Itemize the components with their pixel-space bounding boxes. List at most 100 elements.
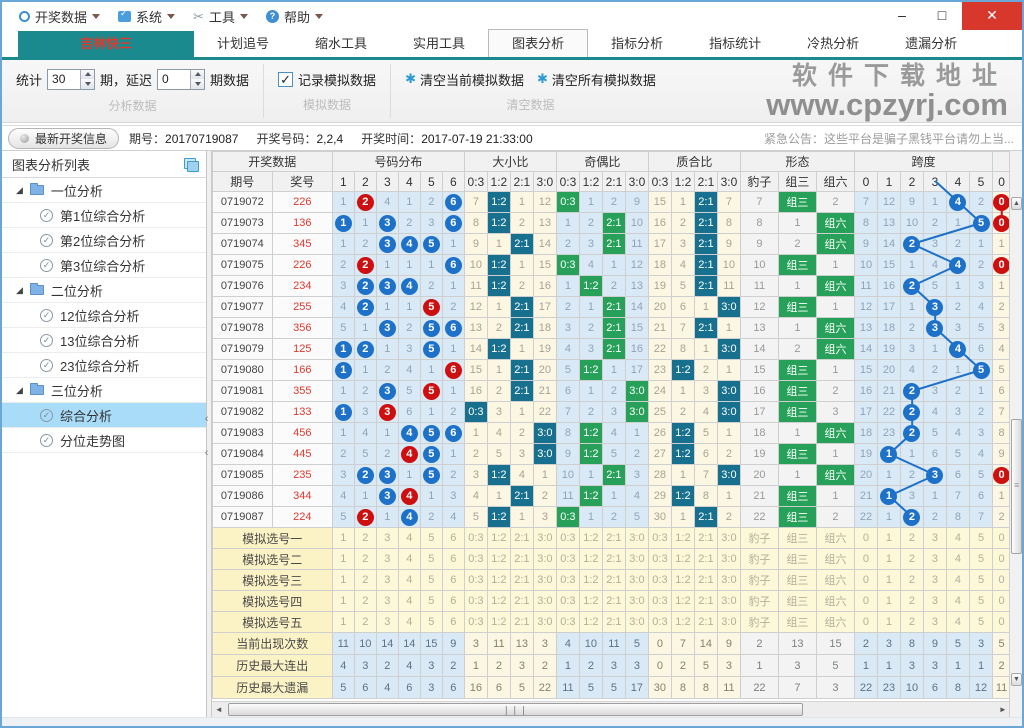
sidebar-splitter[interactable]: ‹ ‹ — [204, 151, 212, 717]
data-cell: 1 — [331, 212, 355, 234]
menu-item-系统[interactable]: 系统 — [109, 7, 184, 26]
collapse-chevron-icon[interactable]: ‹ — [204, 447, 209, 459]
data-cell: 5 — [419, 296, 443, 318]
column-group-header: 号码分布 — [331, 151, 465, 172]
data-cell: 3 — [693, 380, 718, 402]
tab-图表分析[interactable]: 图表分析 — [488, 29, 589, 57]
data-cell: 1 — [532, 464, 557, 486]
data-cell: 1 — [419, 254, 443, 276]
tab-冷热分析[interactable]: 冷热分析 — [807, 36, 860, 51]
data-cell: 3 — [375, 401, 399, 423]
sim-cell: 0 — [992, 569, 1010, 591]
data-cell: 3:0 — [716, 401, 741, 423]
data-cell: 1 — [555, 212, 580, 234]
menu-item-帮助[interactable]: ? 帮助 — [257, 7, 332, 26]
tree-item-23位综合分析[interactable]: ✓ 23位综合分析 — [2, 353, 206, 378]
table-row: 0719074 345 1 2 3 4 5 1 9 1 2:1 14 2 3 2:1 11 17 3 2:1 9 9 2 组… — [211, 233, 1010, 255]
maximize-button[interactable]: □ — [937, 7, 947, 23]
tree-item-13位综合分析[interactable]: ✓ 13位综合分析 — [2, 328, 206, 353]
tab-缩水工具[interactable]: 缩水工具 — [315, 36, 368, 51]
data-cell: 4 — [899, 359, 924, 381]
scroll-right-icon[interactable]: ► — [995, 703, 1010, 716]
data-cell: 2 — [441, 296, 465, 318]
data-cell: 组三 — [777, 401, 817, 423]
tree-expanded-icon[interactable]: ◢ — [16, 384, 23, 395]
tree-group-一位分析[interactable]: ◢ 一位分析 — [2, 178, 206, 203]
data-cell: 2 — [815, 506, 855, 528]
issue-cell: 0719072 — [211, 191, 273, 213]
horizontal-scrollbar[interactable]: ◄ ❘❘❘ ► — [211, 701, 1010, 717]
menu-item-工具[interactable]: ✂ 工具 — [184, 7, 257, 26]
minimize-button[interactable]: – — [898, 7, 906, 23]
menu-item-开奖数据[interactable]: 开奖数据 — [10, 7, 109, 26]
scroll-down-icon[interactable]: ▼ — [1011, 673, 1022, 686]
tree-item-综合分析[interactable]: ✓ 综合分析 — [2, 403, 206, 428]
data-cell: 3 — [922, 464, 947, 486]
data-cell: 16 — [739, 380, 779, 402]
data-cell: 1 — [670, 191, 695, 213]
data-cell: 2:1 — [693, 233, 718, 255]
data-cell: 1:2 — [670, 359, 695, 381]
sim-cell: 1 — [876, 569, 901, 591]
data-cell: 3:0 — [716, 380, 741, 402]
data-cell: 9 — [463, 233, 488, 255]
clear-current-button[interactable]: ✱ 清空当前模拟数据 — [405, 71, 524, 88]
data-cell: 15 — [532, 254, 557, 276]
sim-cell: 1:2 — [670, 590, 695, 612]
sim-cell: 3:0 — [624, 569, 649, 591]
data-cell: 组三 — [777, 485, 817, 507]
vscroll-thumb[interactable] — [1011, 419, 1022, 554]
chart-list-sidebar: 图表分析列表 ◢ 一位分析 ✓ 第1位综合分析 ✓ 第2位综合分析 ✓ 第3位综合分析 ◢ 二位分… — [2, 151, 207, 717]
latest-draw-button[interactable]: 最新开奖信息 — [8, 127, 120, 149]
close-button[interactable]: ✕ — [962, 2, 1022, 30]
blue-ball-icon: 5 — [422, 424, 440, 442]
stat-periods-stepper[interactable]: 30 — [47, 68, 96, 90]
sim-cell: 1:2 — [486, 590, 511, 612]
data-cell: 1 — [968, 380, 994, 402]
hscroll-thumb[interactable]: ❘❘❘ — [227, 703, 803, 716]
stepper-down-icon[interactable] — [191, 79, 205, 89]
tree-item-12位综合分析[interactable]: ✓ 12位综合分析 — [2, 303, 206, 328]
tab-指标分析[interactable]: 指标分析 — [611, 36, 664, 51]
sim-cell: 6 — [441, 548, 465, 570]
tab-遗漏分析[interactable]: 遗漏分析 — [905, 36, 958, 51]
data-cell: 2:1 — [509, 296, 534, 318]
tree-item-第2位综合分析[interactable]: ✓ 第2位综合分析 — [2, 228, 206, 253]
data-cell: 12 — [876, 191, 901, 213]
tab-指标统计[interactable]: 指标统计 — [709, 36, 762, 51]
data-cell: 2 — [331, 443, 355, 465]
tab-计划追号[interactable]: 计划追号 — [217, 36, 270, 51]
sim-cell: 4 — [945, 611, 970, 633]
stepper-down-icon[interactable] — [81, 79, 95, 89]
stepper-up-icon[interactable] — [81, 69, 95, 79]
stat-cell: 11 — [486, 632, 511, 655]
tree-item-分位走势图[interactable]: ✓ 分位走势图 — [2, 428, 206, 453]
data-cell: 3 — [968, 422, 994, 444]
delay-periods-stepper[interactable]: 0 — [157, 68, 206, 90]
tree-item-第1位综合分析[interactable]: ✓ 第1位综合分析 — [2, 203, 206, 228]
vertical-scrollbar[interactable]: ▲ ▼ — [1009, 151, 1022, 717]
data-cell: 1 — [331, 422, 355, 444]
stat-cell: 6 — [441, 676, 465, 699]
folder-icon — [29, 183, 44, 195]
record-sim-checkbox[interactable]: ✓ — [278, 71, 294, 87]
scroll-up-icon[interactable]: ▲ — [1011, 197, 1022, 210]
stepper-up-icon[interactable] — [191, 69, 205, 79]
tree-expanded-icon[interactable]: ◢ — [16, 284, 23, 295]
clear-all-button[interactable]: ✱ 清空所有模拟数据 — [536, 71, 656, 88]
tree-item-第3位综合分析[interactable]: ✓ 第3位综合分析 — [2, 253, 206, 278]
tree-group-三位分析[interactable]: ◢ 三位分析 — [2, 378, 206, 403]
data-cell: 13 — [739, 317, 779, 339]
tab-吉林快三[interactable]: 吉林快三 — [18, 31, 195, 57]
data-cell: 15 — [647, 191, 672, 213]
scroll-left-icon[interactable]: ◄ — [211, 703, 226, 716]
collapse-chevron-icon[interactable]: ‹ — [204, 413, 209, 425]
blue-ball-icon: 2 — [903, 403, 921, 421]
tab-实用工具[interactable]: 实用工具 — [413, 36, 466, 51]
data-cell: 1 — [486, 233, 511, 255]
table-row: 0719073 136 1 1 3 2 3 6 8 1:2 2 13 1 2 2:1 10 16 2 2:1 8 8 1 组… — [211, 212, 1010, 234]
copy-icon[interactable] — [183, 158, 199, 172]
tree-group-二位分析[interactable]: ◢ 二位分析 — [2, 278, 206, 303]
stat-cell: 11 — [716, 676, 741, 699]
tree-expanded-icon[interactable]: ◢ — [16, 184, 23, 195]
